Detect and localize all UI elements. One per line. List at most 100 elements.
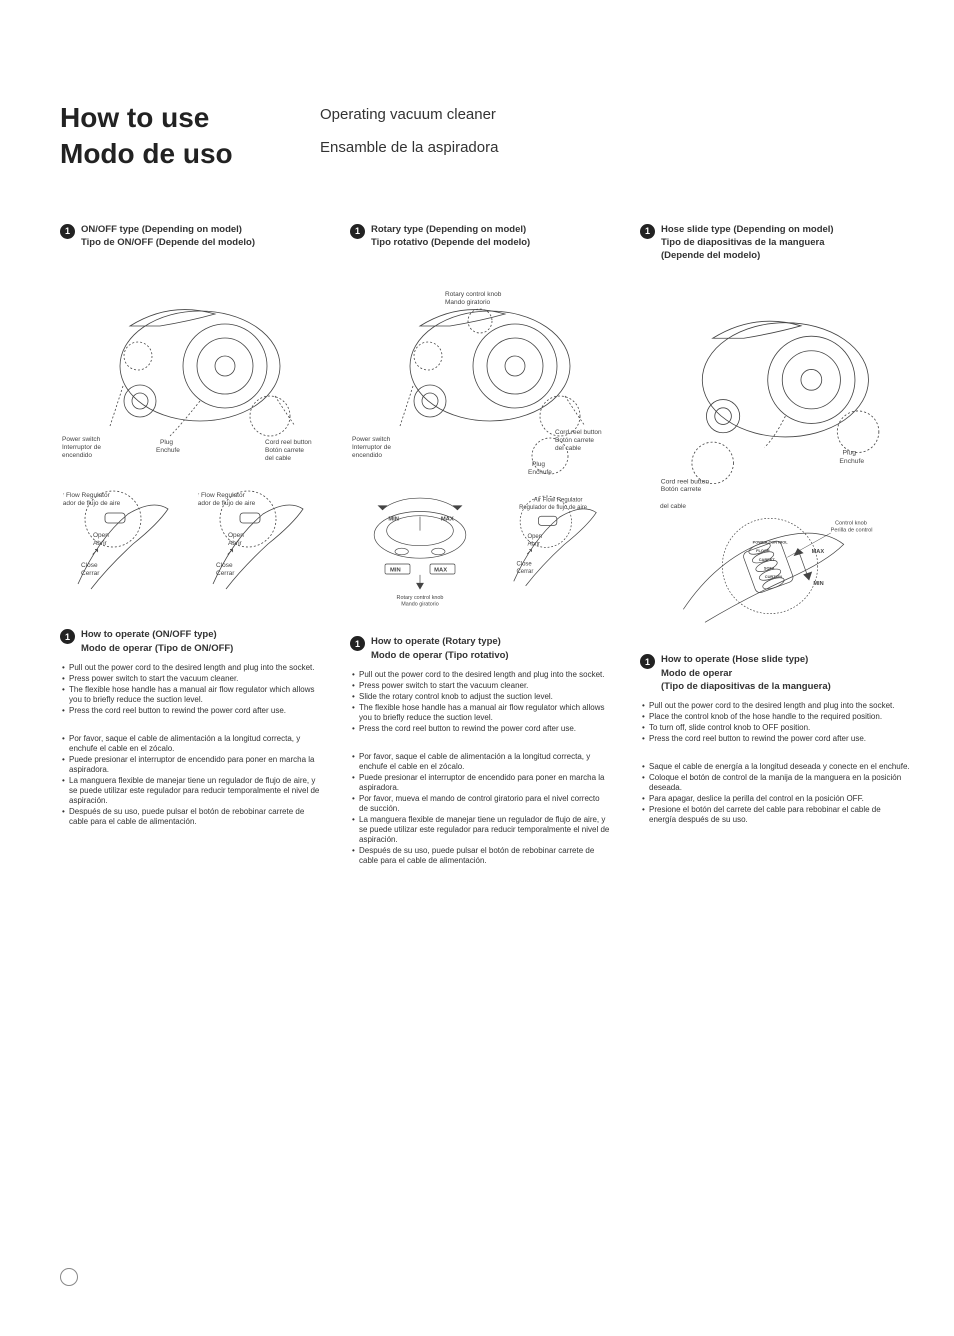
label-curtain: CURTAIN (765, 575, 782, 580)
hose-handle-diagram: POWER CONTROL FLOOR CARPET SOFA CURTAIN … (640, 514, 910, 649)
callout-plug-en: Plug (160, 439, 173, 446)
callout-control-knob-es: Perilla de control (831, 528, 873, 534)
step-number-icon: 1 (640, 654, 655, 669)
step-number-icon: 1 (640, 224, 655, 239)
instr-item: Puede presionar el interruptor de encend… (352, 773, 610, 793)
page-header: How to use Modo de uso Operating vacuum … (60, 100, 894, 173)
instr-item: Press power switch to start the vacuum c… (62, 674, 320, 684)
instr-item: To turn off, slide control knob to OFF p… (642, 723, 910, 733)
callout-afr-es: Regulador de flujo de aire (198, 500, 256, 507)
type-head-en: Rotary type (Depending on model) (371, 224, 526, 235)
op-head-en: How to operate (Rotary type) (371, 635, 509, 648)
callout-afr-en: Air Flow Regulator (63, 492, 111, 499)
vacuum-diagram-onoff: Power switch Interruptor de encendido Pl… (60, 261, 320, 481)
instr-item: Para apagar, deslice la perilla del cont… (642, 794, 910, 804)
title-es: Modo de uso (60, 136, 320, 172)
vacuum-diagram-rotary: Rotary control knob Mando giratorio Powe… (350, 261, 610, 481)
label-open-en: Open (228, 532, 244, 539)
vacuum-diagram-hoseslide: Plug Enchufe Cord reel button Botón carr… (640, 275, 910, 495)
callout-power-switch-es2: encendido (62, 452, 92, 459)
document-page: How to use Modo de uso Operating vacuum … (0, 0, 954, 944)
label-floor: FLOOR (756, 549, 770, 554)
callout-rotary-en: Rotary control knob (445, 291, 502, 298)
svg-text:↗: ↗ (91, 547, 99, 558)
subtitle-es: Ensamble de la aspiradora (320, 139, 498, 156)
instr-item: Después de su uso, puede pulsar el botón… (352, 846, 610, 866)
instructions-hoseslide: 1 How to operate (Hose slide type) Modo … (640, 653, 910, 825)
column-rotary: 1 Rotary type (Depending on model) Tipo … (350, 223, 610, 884)
instr-item: Pull out the power cord to the desired l… (62, 663, 320, 673)
type-head-es2: (Depende del modelo) (661, 249, 834, 262)
instr-item: La manguera flexible de manejar tiene un… (352, 815, 610, 845)
op-head-es: Modo de operar (Tipo rotativo) (371, 649, 509, 662)
label-power-control: POWER CONTROL (753, 540, 789, 545)
column-onoff: 1 ON/OFF type (Depending on model) Tipo … (60, 223, 320, 884)
callout-afr-en: Air Flow Regulator (198, 492, 246, 499)
header-titles: How to use Modo de uso (60, 100, 320, 173)
callout-afr-en: Air Flow Regulator (534, 498, 583, 504)
instr-item: Press the cord reel button to rewind the… (352, 724, 610, 734)
section-head-rotary: 1 Rotary type (Depending on model) Tipo … (350, 223, 610, 250)
instr-en-list: Pull out the power cord to the desired l… (640, 701, 910, 744)
header-subtitles: Operating vacuum cleaner Ensamble de la … (320, 100, 498, 173)
instr-item: Press the cord reel button to rewind the… (62, 706, 320, 716)
label-min: MIN (390, 568, 401, 574)
callout-control-knob-en: Control knob (835, 521, 867, 527)
op-head-es2: (Tipo de diapositivas de la manguera) (661, 680, 831, 693)
instr-item: Coloque el botón de control de la manija… (642, 773, 910, 793)
callout-rotary-es: Mando giratorio (445, 299, 491, 306)
op-head-en: How to operate (Hose slide type) (661, 653, 831, 666)
callout-cordreel-es2: del cable (265, 455, 291, 462)
svg-text:↗: ↗ (526, 547, 534, 557)
step-number-icon: 1 (350, 636, 365, 651)
section-head-hoseslide: 1 Hose slide type (Depending on model) T… (640, 223, 910, 263)
label-min: MIN (813, 582, 823, 588)
instr-item: La manguera flexible de manejar tiene un… (62, 776, 320, 806)
callout-power-switch-es1: Interruptor de (62, 444, 101, 451)
op-head-es: Modo de operar (Tipo de ON/OFF) (81, 642, 233, 655)
label-carpet: CARPET (759, 557, 776, 562)
instr-item: Pull out the power cord to the desired l… (352, 670, 610, 680)
type-head-es1: Tipo de diapositivas de la manguera (661, 236, 834, 249)
instr-item: Puede presionar el interruptor de encend… (62, 755, 320, 775)
instr-item: Por favor, saque el cable de alimentació… (62, 734, 320, 754)
label-max: MAX (434, 568, 447, 574)
callout-plug-en: Plug (532, 461, 545, 468)
svg-text:↗: ↗ (226, 547, 234, 558)
title-en: How to use (60, 100, 320, 136)
callout-cordreel-en: Cord reel button (265, 439, 312, 446)
columns: 1 ON/OFF type (Depending on model) Tipo … (60, 223, 894, 884)
subtitle-en: Operating vacuum cleaner (320, 106, 498, 123)
instr-item: Presione el botón del carrete del cable … (642, 805, 910, 825)
callout-plug-es: Enchufe (528, 469, 552, 476)
instr-item: The flexible hose handle has a manual ai… (62, 685, 320, 705)
label-open-en: Open (93, 532, 109, 539)
label-sofa: SOFA (764, 566, 775, 571)
callout-power-switch-es2: encendido (352, 452, 382, 459)
instructions-rotary: 1 How to operate (Rotary type) Modo de o… (350, 635, 610, 866)
callout-power-switch-en: Power switch (352, 436, 391, 443)
instr-es-list: Por favor, saque el cable de alimentació… (350, 752, 610, 866)
callout-cordreel-es2: del cable (660, 503, 686, 510)
callout-rotary2-es: Mando giratorio (401, 602, 439, 608)
callout-cordreel-en: Cord reel button (661, 478, 710, 485)
instr-item: Place the control knob of the hose handl… (642, 712, 910, 722)
instr-item: Por favor, saque el cable de alimentació… (352, 752, 610, 772)
instr-item: Press power switch to start the vacuum c… (352, 681, 610, 691)
step-number-icon: 1 (60, 629, 75, 644)
instr-en-list: Pull out the power cord to the desired l… (350, 670, 610, 734)
callout-rotary2-en: Rotary control knob (397, 595, 444, 601)
callout-cordreel-es2: del cable (555, 445, 581, 452)
callout-afr-es: Regulador de flujo de aire (63, 500, 121, 507)
instructions-onoff: 1 How to operate (ON/OFF type) Modo de o… (60, 628, 320, 827)
page-number-circle-icon (60, 1268, 78, 1286)
callout-power-switch-en: Power switch (62, 436, 101, 443)
callout-cordreel-es1: Botón carrete (661, 486, 702, 493)
op-head-es1: Modo de operar (661, 667, 831, 680)
instr-item: Por favor, mueva el mando de control gir… (352, 794, 610, 814)
label-close-es: Cerrar (81, 570, 100, 577)
label-close-es: Cerrar (517, 569, 534, 575)
handle-diagrams-rotary: MIN MAX MIN MAX Rotary control knob Mand… (350, 489, 610, 619)
step-number-icon: 1 (350, 224, 365, 239)
instr-item: Press the cord reel button to rewind the… (642, 734, 910, 744)
